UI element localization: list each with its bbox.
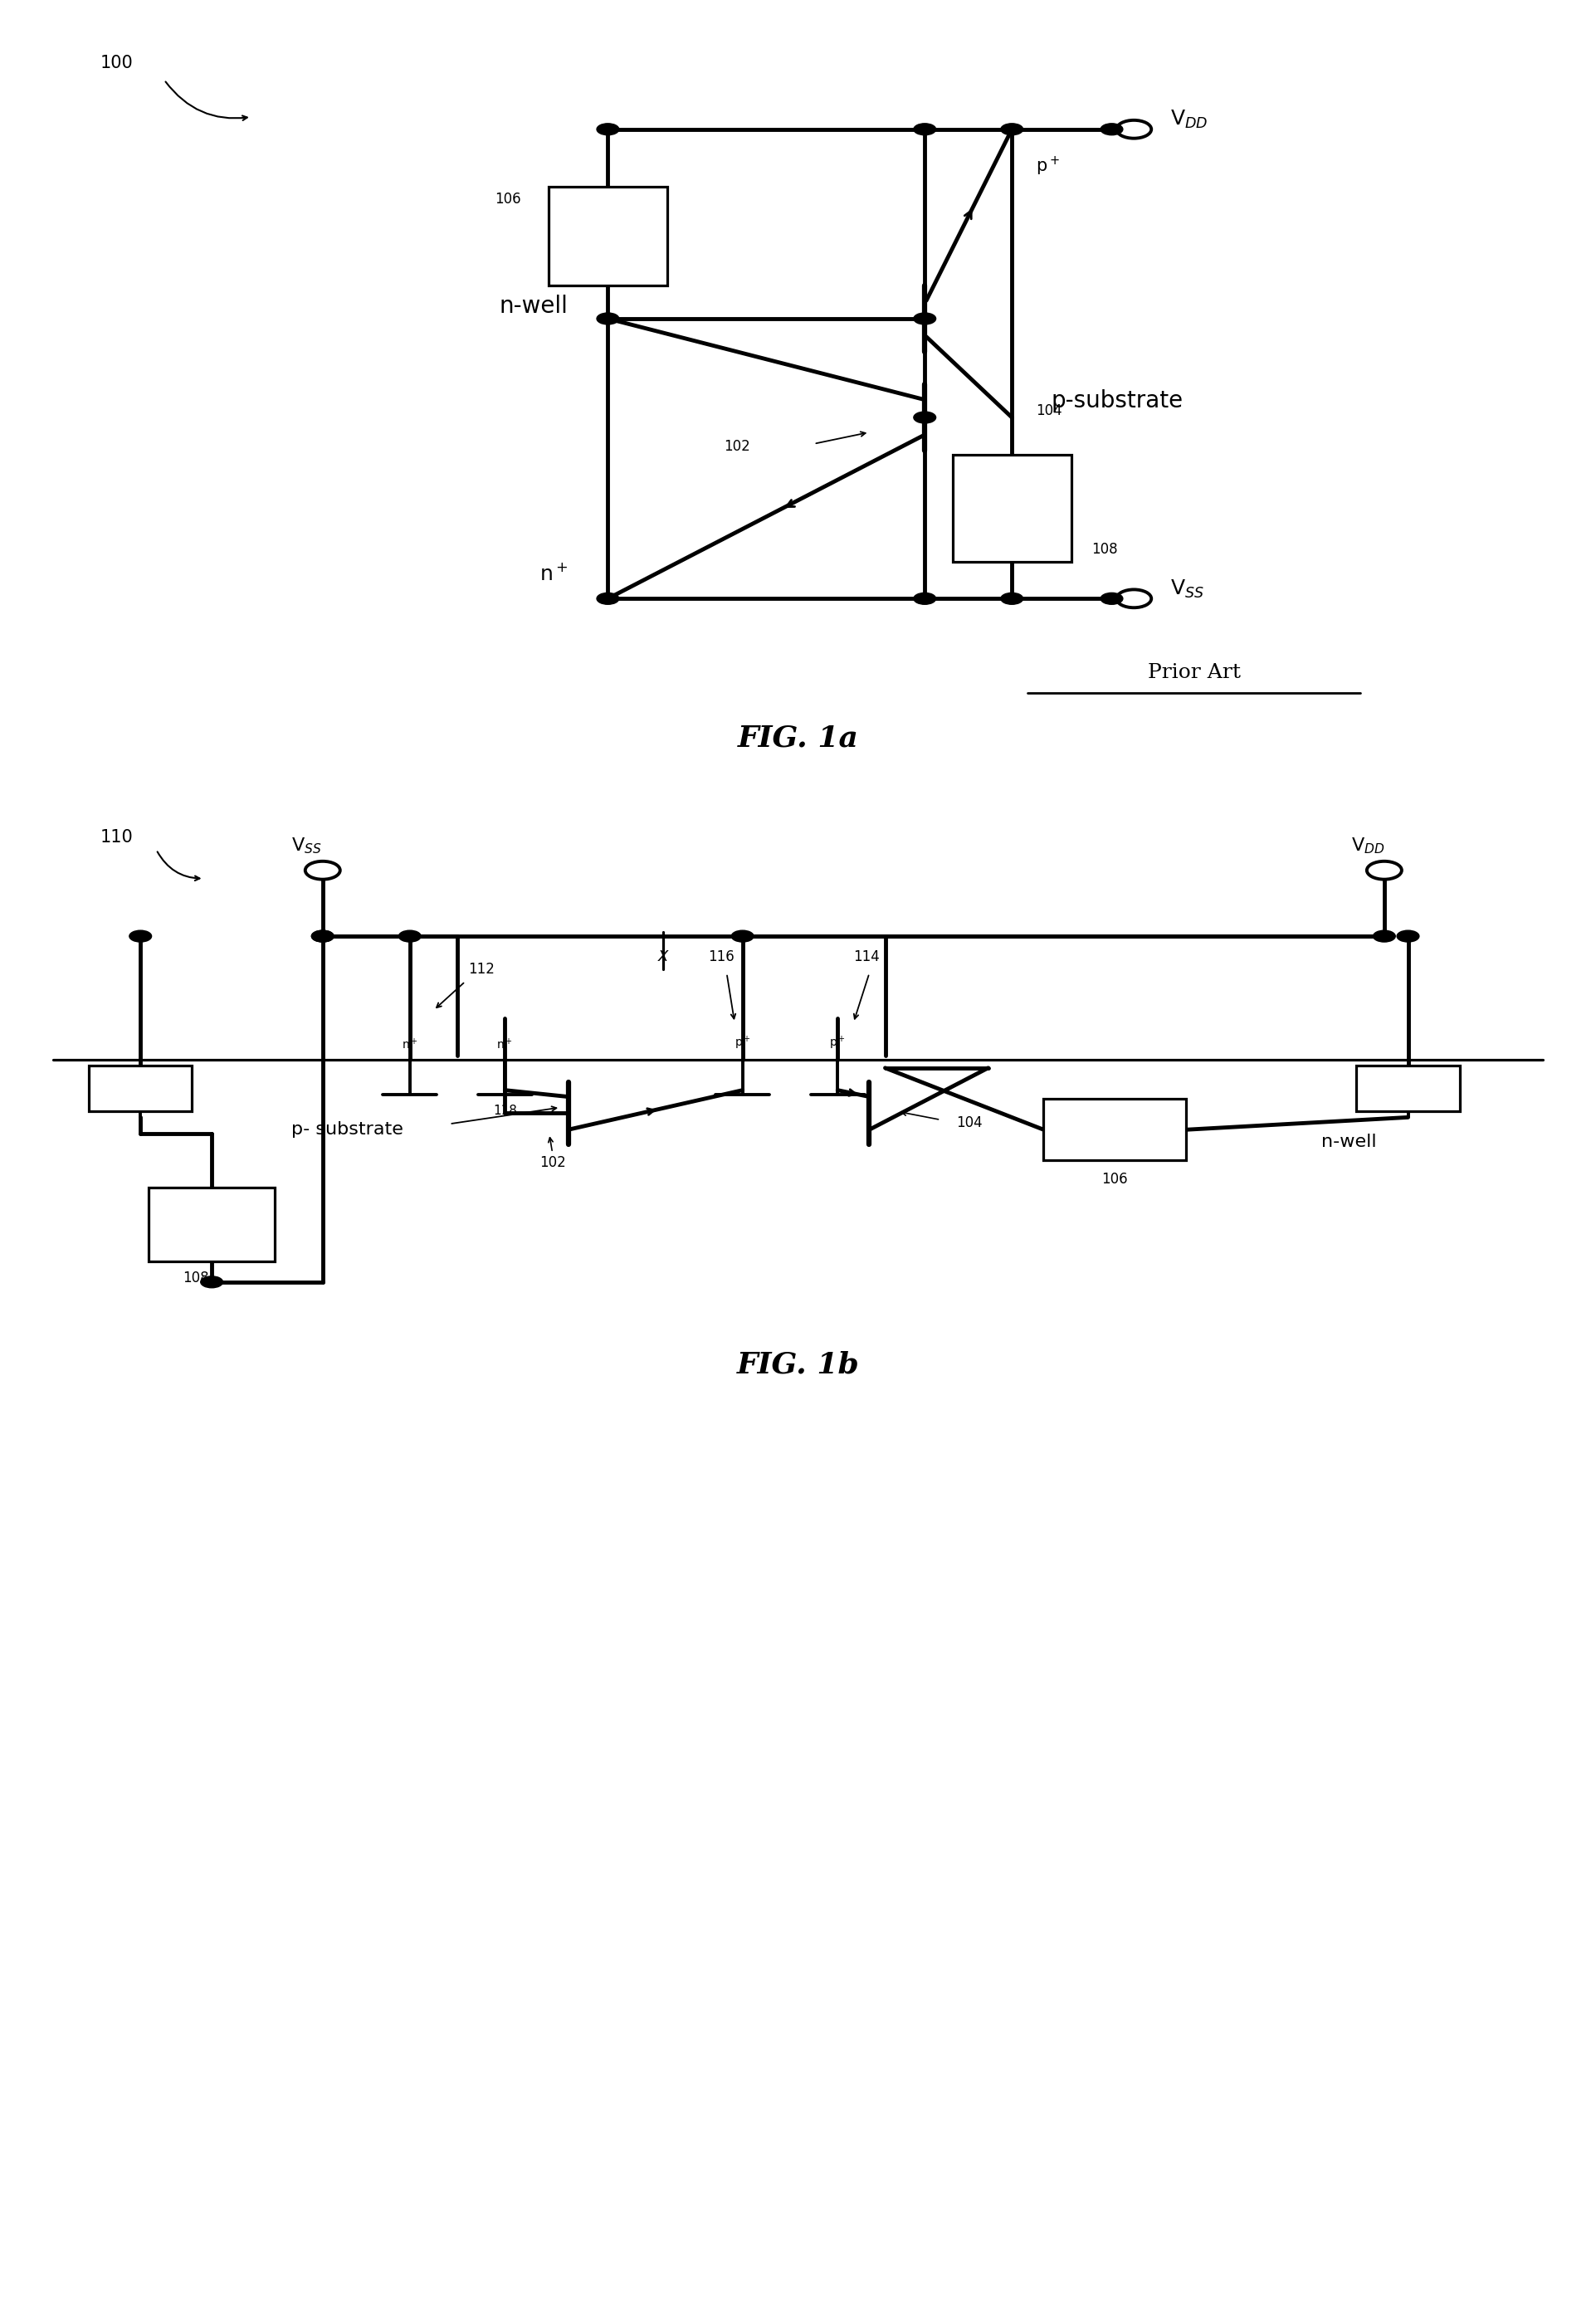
Circle shape: [201, 1277, 223, 1288]
Circle shape: [1101, 593, 1124, 605]
Text: R$_{n-well}$: R$_{n-well}$: [602, 215, 614, 257]
Text: 102: 102: [725, 438, 750, 454]
Circle shape: [597, 313, 619, 324]
Text: n$_{sub}$: n$_{sub}$: [1396, 1082, 1419, 1094]
Text: 104: 104: [1036, 403, 1061, 419]
Circle shape: [1373, 931, 1395, 943]
Circle shape: [913, 593, 935, 605]
Circle shape: [1001, 593, 1023, 605]
Text: 100: 100: [101, 56, 132, 72]
Bar: [953, 454, 1071, 561]
Text: n$^+$: n$^+$: [496, 1038, 512, 1052]
Text: V$_{DD}$: V$_{DD}$: [1170, 109, 1208, 130]
Text: n$^+$: n$^+$: [539, 563, 568, 584]
Circle shape: [1117, 589, 1151, 607]
Circle shape: [731, 931, 753, 943]
Text: 108: 108: [1092, 542, 1117, 556]
Circle shape: [1366, 862, 1401, 880]
Text: V$_{SS}$: V$_{SS}$: [292, 836, 322, 855]
Bar: [148, 1186, 275, 1260]
Circle shape: [129, 931, 152, 943]
Text: n$^+$: n$^+$: [402, 1038, 418, 1052]
Circle shape: [311, 931, 334, 943]
Text: R$_{n-well}$: R$_{n-well}$: [1096, 1124, 1133, 1135]
Text: 104: 104: [956, 1114, 983, 1131]
Text: Prior Art: Prior Art: [1148, 663, 1240, 681]
Circle shape: [597, 593, 619, 605]
Text: X: X: [658, 950, 669, 964]
Text: p$^+$: p$^+$: [1036, 155, 1060, 178]
Bar: [89, 1066, 192, 1112]
Text: 116: 116: [709, 950, 734, 964]
Text: n-well: n-well: [500, 294, 568, 317]
Text: 118: 118: [493, 1105, 517, 1117]
Text: p- substrate: p- substrate: [290, 1121, 402, 1138]
Text: R$_{psub}$: R$_{psub}$: [1004, 494, 1020, 524]
Bar: [549, 188, 667, 285]
Text: V$_{DD}$: V$_{DD}$: [1352, 836, 1385, 855]
Text: 102: 102: [539, 1156, 565, 1170]
Text: p$^+$: p$^+$: [734, 1036, 750, 1052]
Text: n-well: n-well: [1321, 1133, 1376, 1149]
Text: p-substrate: p-substrate: [1052, 389, 1184, 412]
Circle shape: [597, 123, 619, 134]
Circle shape: [1396, 931, 1419, 943]
Text: p$^+$: p$^+$: [830, 1036, 846, 1052]
Bar: [1044, 1098, 1186, 1161]
Text: 108: 108: [184, 1270, 209, 1286]
Text: 110: 110: [101, 829, 132, 846]
Text: FIG. 1b: FIG. 1b: [737, 1351, 859, 1379]
Circle shape: [311, 931, 334, 943]
Text: 106: 106: [1101, 1172, 1128, 1186]
Text: 112: 112: [468, 962, 495, 975]
Bar: [1357, 1066, 1459, 1112]
Circle shape: [1001, 123, 1023, 134]
Circle shape: [305, 862, 340, 880]
Text: 114: 114: [854, 950, 879, 964]
Circle shape: [913, 123, 935, 134]
Text: FIG. 1a: FIG. 1a: [737, 725, 859, 753]
Text: V$_{SS}$: V$_{SS}$: [1170, 577, 1205, 600]
Text: p$_{sub}$: p$_{sub}$: [129, 1082, 152, 1094]
Circle shape: [399, 931, 421, 943]
Circle shape: [913, 313, 935, 324]
Text: R$_{psub}$: R$_{psub}$: [198, 1216, 227, 1233]
Circle shape: [913, 412, 935, 424]
Circle shape: [1117, 120, 1151, 139]
Text: 106: 106: [495, 192, 520, 206]
Circle shape: [1101, 123, 1124, 134]
